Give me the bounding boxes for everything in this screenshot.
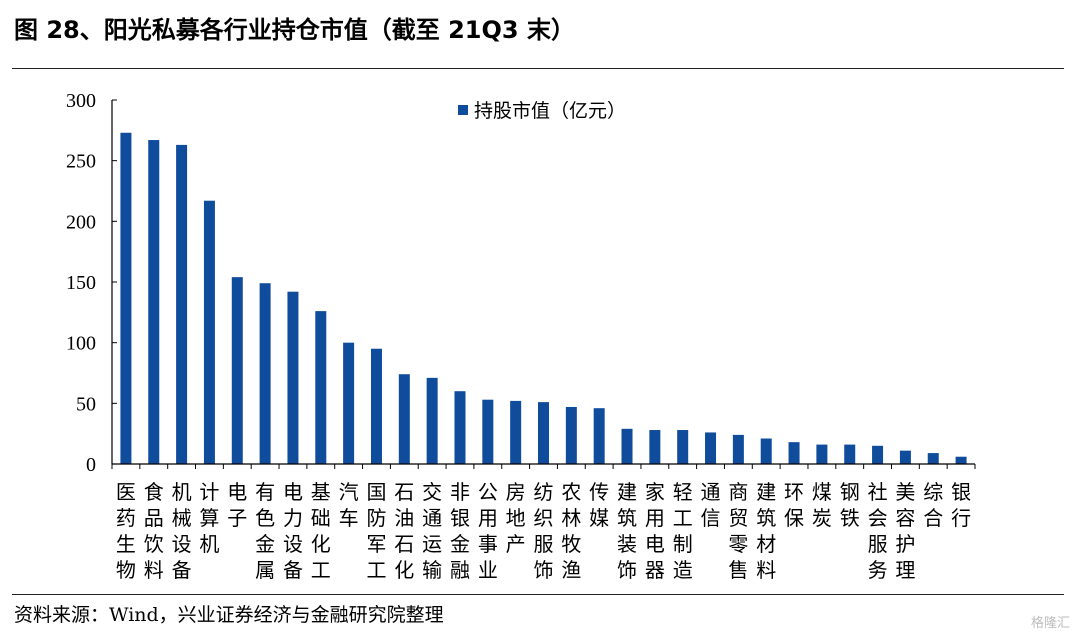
x-tick-label: 建筑材料: [756, 481, 776, 582]
x-axis: 医药生物食品饮料机械设备计算机电子有色金属电力设备基础化工汽车国防军工石油石化交…: [111, 463, 976, 582]
x-tick-label: 基础化工: [311, 481, 331, 582]
legend-swatch: [458, 105, 468, 115]
bar: [120, 132, 132, 464]
x-tick-label: 美容护理: [895, 481, 915, 582]
x-tick-label: 医药生物: [116, 482, 136, 582]
bar: [482, 399, 494, 464]
bar: [621, 428, 633, 464]
bar: [788, 442, 800, 464]
x-tick-label: 传媒: [589, 481, 609, 530]
x-tick-label: 纺织服饰: [534, 481, 554, 582]
x-tick-label: 煤炭: [812, 481, 832, 530]
x-tick-label: 计算机: [199, 481, 219, 556]
x-tick-label: 石油石化: [394, 482, 414, 582]
x-tick-label: 电力设备: [283, 481, 303, 582]
bar: [148, 140, 160, 465]
bar-chart: 0 50 100 150 200 250 300 医药生物食品饮料机械设备计算机电子有色金属…: [66, 90, 976, 582]
x-tick-label: 公用事业: [478, 482, 498, 582]
y-tick-label: 300: [66, 90, 96, 112]
x-tick-label: 非银金融: [450, 481, 470, 582]
bar: [677, 430, 689, 464]
x-tick-label: 机械设备: [172, 481, 192, 582]
x-tick-label: 建筑装饰: [617, 481, 637, 582]
bar: [287, 291, 299, 464]
y-tick-label: 50: [76, 393, 96, 415]
bar: [259, 283, 271, 464]
x-tick-label: 交通运输: [422, 481, 442, 582]
x-tick-label: 国防军工: [366, 482, 386, 582]
bar: [203, 200, 215, 464]
x-tick-label: 银行: [951, 481, 971, 530]
bar: [176, 144, 188, 465]
chart-title: 图 28、阳光私募各行业持仓市值（截至 21Q3 末）: [14, 16, 575, 44]
y-axis: 0 50 100 150 200 250 300: [66, 90, 117, 476]
top-rule: [12, 68, 1064, 69]
bar: [538, 402, 549, 464]
y-tick-label: 0: [86, 454, 96, 476]
x-tick-label: 电子: [227, 481, 247, 530]
bar: [510, 400, 522, 464]
bar: [899, 450, 911, 464]
bar: [454, 391, 466, 464]
bar: [732, 434, 744, 464]
x-tick-label: 环保: [784, 482, 804, 530]
x-tick-label: 综合: [923, 481, 943, 530]
source-note: 资料来源：Wind，兴业证券经济与金融研究院整理: [14, 604, 444, 626]
bar: [649, 430, 661, 464]
bottom-rule: [12, 594, 1064, 595]
bar: [398, 374, 410, 464]
y-tick-label: 200: [66, 211, 96, 233]
bar: [315, 311, 327, 464]
bar: [872, 445, 884, 464]
bar: [816, 444, 828, 464]
x-tick-label: 商贸零售: [728, 481, 748, 582]
bar: [593, 408, 605, 464]
x-tick-label: 钢铁: [840, 481, 860, 530]
x-tick-label: 家用电器: [645, 481, 665, 582]
x-tick-label: 农林牧渔: [561, 481, 581, 582]
bar: [370, 348, 382, 464]
y-tick-label: 250: [66, 151, 96, 173]
bar: [760, 438, 772, 464]
legend-label: 持股市值（亿元）: [474, 100, 626, 122]
x-tick-label: 轻工制造: [673, 481, 693, 582]
bar: [565, 406, 577, 464]
x-tick-label: 通信: [701, 481, 721, 530]
bar: [231, 277, 243, 464]
x-tick-label: 社会服务: [868, 481, 888, 582]
bar: [426, 377, 438, 464]
bar: [844, 444, 856, 464]
y-tick-label: 150: [66, 272, 96, 294]
watermark: 格隆汇: [1030, 616, 1070, 631]
x-tick-label: 有色金属: [255, 481, 275, 582]
x-tick-label: 食品饮料: [144, 481, 164, 582]
y-tick-label: 100: [66, 333, 96, 355]
bar: [955, 456, 967, 464]
bar: [705, 432, 717, 464]
bar: [343, 342, 355, 464]
bars: [120, 132, 967, 465]
bar: [927, 453, 939, 464]
x-tick-label: 汽车: [339, 481, 359, 530]
legend: 持股市值（亿元）: [458, 100, 626, 122]
x-tick-label: 房地产: [506, 481, 526, 556]
